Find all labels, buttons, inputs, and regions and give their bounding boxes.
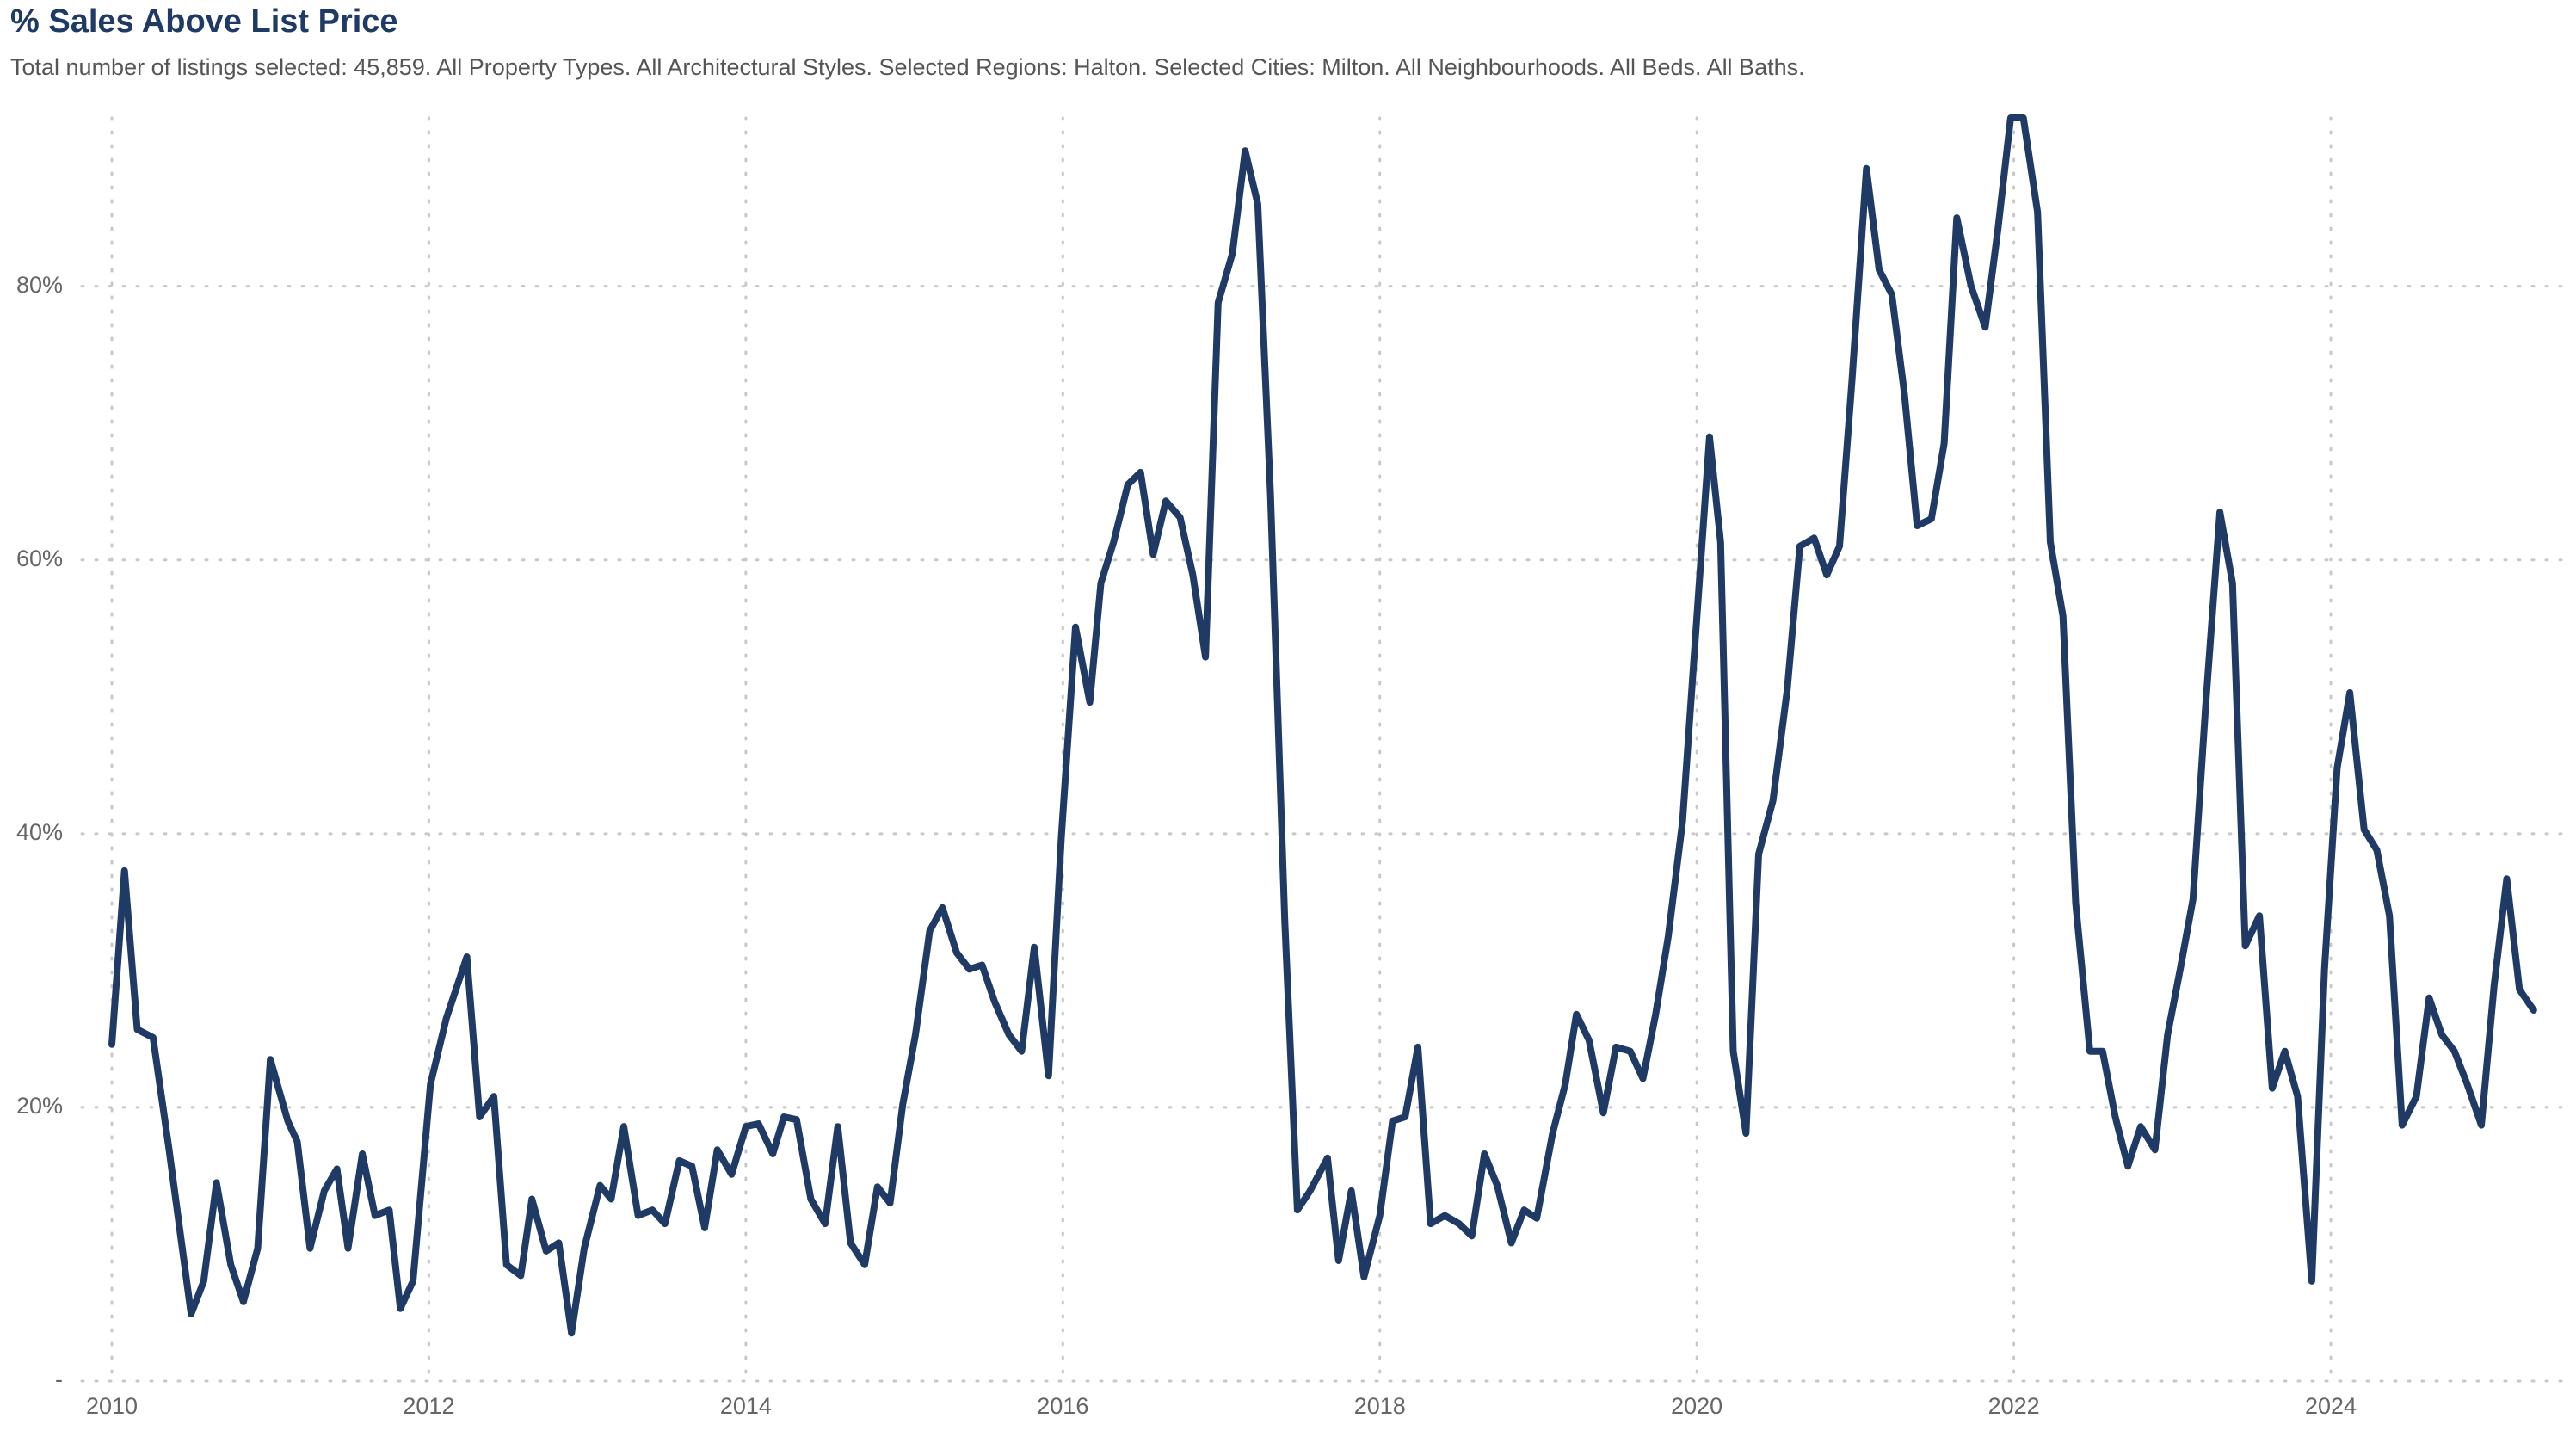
- x-tick-label: 2012: [403, 1393, 454, 1419]
- chart-subtitle: Total number of listings selected: 45,85…: [10, 54, 1805, 80]
- y-tick-label: 80%: [16, 272, 63, 298]
- y-tick-label: 20%: [16, 1093, 63, 1119]
- x-tick-label: 2020: [1671, 1393, 1722, 1419]
- y-tick-label: 40%: [16, 819, 63, 845]
- x-tick-label: 2016: [1037, 1393, 1088, 1419]
- x-tick-label: 2010: [86, 1393, 138, 1419]
- x-tick-label: 2022: [1988, 1393, 2040, 1419]
- x-tick-label: 2024: [2305, 1393, 2357, 1419]
- chart-title: % Sales Above List Price: [10, 3, 398, 40]
- data-line: [108, 114, 2537, 1337]
- x-tick-label: 2018: [1354, 1393, 1406, 1419]
- y-tick-label: -: [55, 1366, 63, 1392]
- x-tick-label: 2014: [720, 1393, 772, 1419]
- y-tick-label: 60%: [16, 546, 63, 571]
